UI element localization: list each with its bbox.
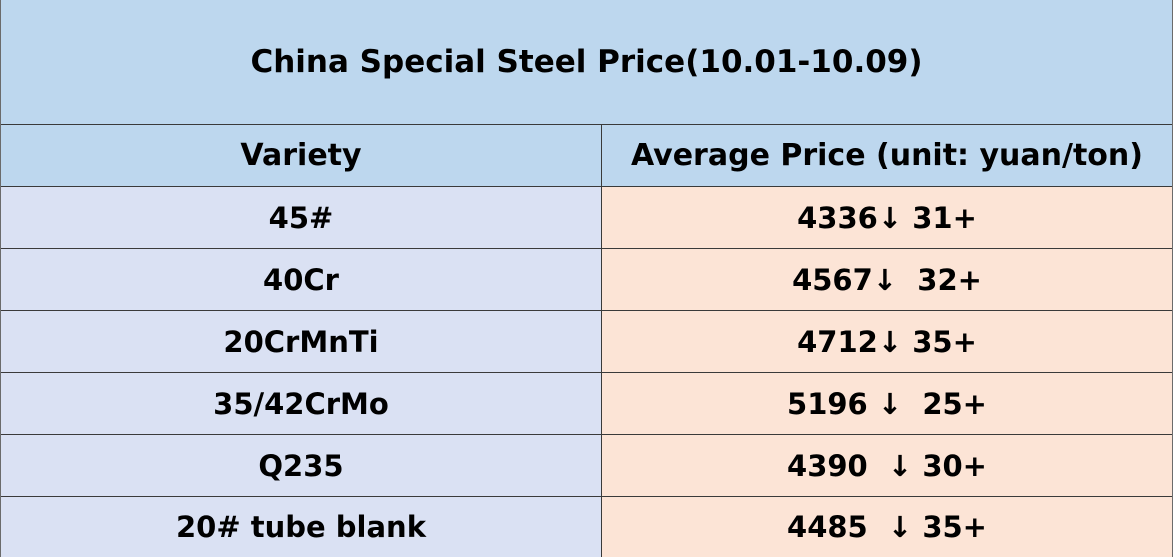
variety-cell: 20CrMnTi <box>1 311 602 373</box>
variety-cell: 35/42CrMo <box>1 373 602 435</box>
variety-cell: 40Cr <box>1 249 602 311</box>
column-header: Average Price (unit: yuan/ton) <box>602 125 1172 187</box>
variety-cell: Q235 <box>1 435 602 497</box>
price-cell: 4390 ↓ 30+ <box>602 435 1172 497</box>
variety-cell: 45# <box>1 187 602 249</box>
column-header: Variety <box>1 125 602 187</box>
price-cell: 4567↓ 32+ <box>602 249 1172 311</box>
price-cell: 4485 ↓ 35+ <box>602 497 1172 557</box>
price-cell: 4336↓ 31+ <box>602 187 1172 249</box>
price-cell: 4712↓ 35+ <box>602 311 1172 373</box>
variety-cell: 20# tube blank <box>1 497 602 557</box>
table-title: China Special Steel Price(10.01-10.09) <box>1 0 1172 125</box>
price-cell: 5196 ↓ 25+ <box>602 373 1172 435</box>
